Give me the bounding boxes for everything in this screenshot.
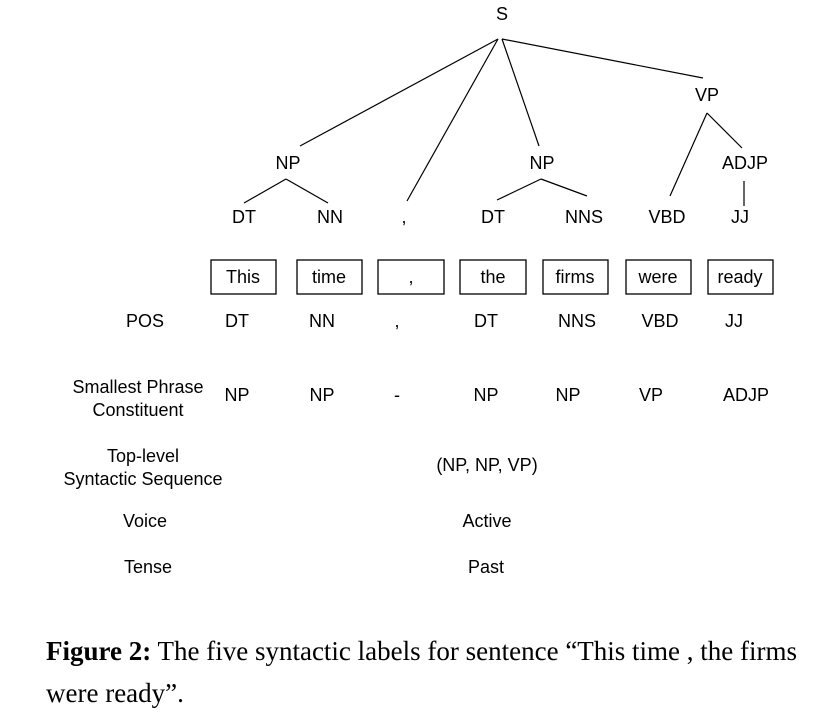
token-box-comma [377, 259, 445, 295]
token-box-were [625, 259, 692, 295]
caption-label: Figure 2: [46, 636, 152, 666]
top-level-label-line2: Syntactic Sequence [63, 469, 222, 489]
tree-edges [243, 38, 745, 206]
node-dt-2: DT [481, 207, 505, 227]
edge-s-comma [406, 38, 499, 202]
edge-np1-nn [285, 178, 329, 204]
figure-caption: Figure 2: The five syntactic labels for … [46, 630, 806, 714]
voice-value: Active [462, 511, 511, 531]
pos-value: DT [474, 311, 498, 331]
edge-np2-nns [540, 178, 588, 197]
tense-label: Tense [124, 557, 172, 577]
edge-s-np1 [299, 38, 499, 147]
smallest-phrase-value: VP [639, 385, 663, 405]
smallest-phrase-label-line1: Smallest Phrase [72, 377, 203, 397]
token-labels: This time , the firms were ready [226, 267, 763, 287]
tense-value: Past [468, 557, 504, 577]
edge-s-vp [501, 38, 704, 79]
token-box-firms [542, 259, 609, 295]
token-box-ready [707, 259, 774, 295]
caption-text: The five syntactic labels for sentence “… [46, 636, 798, 708]
token-ready: ready [717, 267, 762, 287]
syntax-tree-diagram: S NP NP VP ADJP DT NN , DT NNS VBD JJ Th… [63, 4, 774, 577]
node-nn: NN [317, 207, 343, 227]
tree-nodes: S NP NP VP ADJP DT NN , DT NNS VBD JJ [232, 4, 768, 227]
edge-np2-dt [496, 178, 542, 201]
pos-value: NN [309, 311, 335, 331]
smallest-phrase-label-line2: Constituent [92, 400, 183, 420]
token-the: the [480, 267, 505, 287]
token-time: time [312, 267, 346, 287]
smallest-phrase-value: NP [473, 385, 498, 405]
node-nns: NNS [565, 207, 603, 227]
token-this: This [226, 267, 260, 287]
node-comma: , [401, 207, 406, 227]
smallest-phrase-value: NP [309, 385, 334, 405]
smallest-phrase-value: - [394, 385, 400, 405]
edge-np1-dt [243, 178, 287, 204]
pos-value: NNS [558, 311, 596, 331]
smallest-phrase-row: Smallest Phrase Constituent NP NP - NP N… [72, 377, 769, 420]
edge-vp-vbd [669, 112, 708, 197]
pos-row: POS DT NN , DT NNS VBD JJ [126, 311, 743, 331]
pos-value: VBD [641, 311, 678, 331]
token-firms: firms [556, 267, 595, 287]
pos-value: , [394, 311, 399, 331]
token-box-the [459, 259, 527, 295]
voice-row: Voice Active [123, 511, 512, 531]
node-vbd: VBD [648, 207, 685, 227]
pos-row-label: POS [126, 311, 164, 331]
smallest-phrase-value: ADJP [723, 385, 769, 405]
smallest-phrase-value: NP [555, 385, 580, 405]
top-level-row: Top-level Syntactic Sequence (NP, NP, VP… [63, 446, 537, 489]
smallest-phrase-value: NP [224, 385, 249, 405]
voice-label: Voice [123, 511, 167, 531]
node-vp: VP [695, 85, 719, 105]
pos-value: JJ [725, 311, 743, 331]
node-adjp: ADJP [722, 153, 768, 173]
node-jj: JJ [731, 207, 749, 227]
edge-s-np2 [501, 38, 540, 147]
tense-row: Tense Past [124, 557, 504, 577]
token-comma: , [408, 267, 413, 287]
node-np-2: NP [529, 153, 554, 173]
node-np-1: NP [275, 153, 300, 173]
node-dt-1: DT [232, 207, 256, 227]
pos-value: DT [225, 311, 249, 331]
node-s: S [496, 4, 508, 24]
token-boxes [210, 259, 774, 295]
top-level-label-line1: Top-level [107, 446, 179, 466]
token-box-this [210, 259, 277, 295]
top-level-value: (NP, NP, VP) [436, 455, 537, 475]
token-were: were [637, 267, 677, 287]
edge-vp-adjp [706, 112, 743, 149]
token-box-time [296, 259, 363, 295]
